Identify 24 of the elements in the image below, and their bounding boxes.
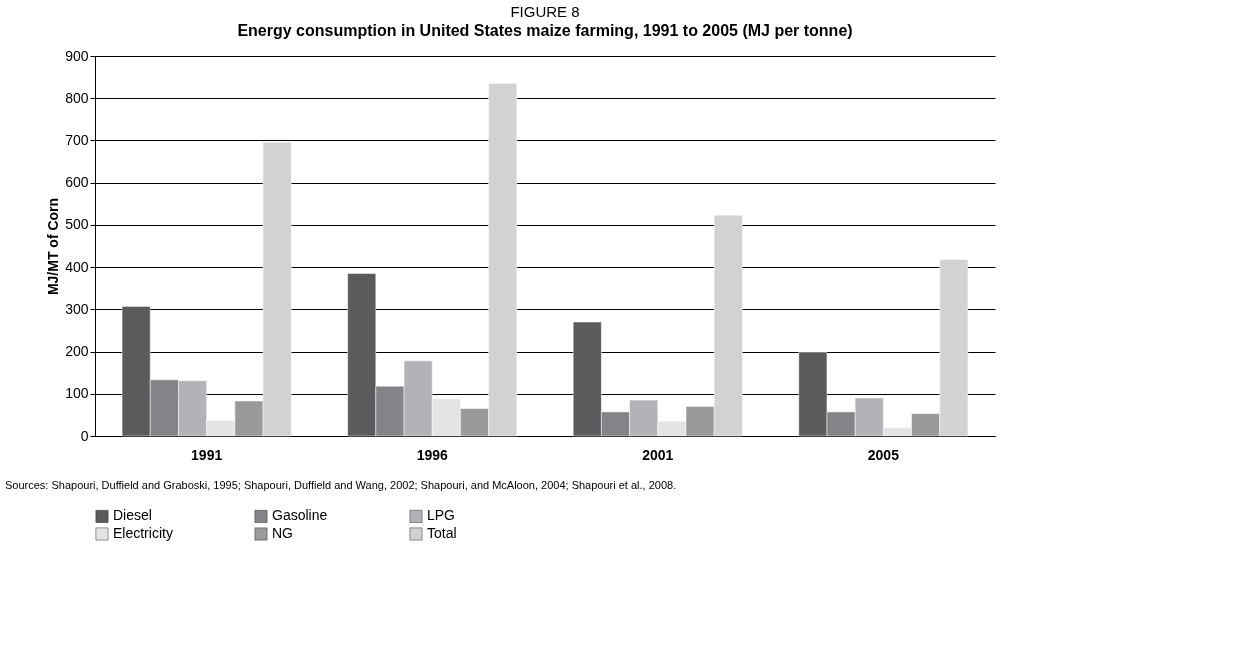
y-tick-label: 200 [65, 343, 89, 360]
y-tick-label: 400 [65, 258, 89, 275]
y-tick-label: 0 [80, 427, 89, 444]
chart-title: FIGURE 8 [510, 3, 580, 20]
y-axis-title: MJ/MT of Corn [45, 197, 62, 296]
x-tick-label: 1991 [191, 446, 223, 463]
x-tick-label: 1996 [416, 446, 448, 463]
y-tick-label: 100 [65, 385, 89, 402]
legend-label: Diesel [113, 507, 152, 524]
legend-label: Gasoline [272, 507, 328, 524]
y-tick-label: 900 [65, 47, 89, 64]
legend-label: Electricity [113, 525, 173, 541]
chart-subtitle: Energy consumption in United States maize farming, 1991 to 2005 (MJ per tonne) [237, 22, 853, 39]
x-tick-label: 2005 [867, 446, 900, 463]
x-tick-label: 2001 [642, 446, 674, 463]
y-tick-label: 500 [65, 216, 89, 233]
y-tick-label: 600 [65, 174, 89, 191]
legend-label: Total [427, 525, 457, 541]
legend-label: NG [272, 525, 293, 541]
y-tick-label: 700 [65, 131, 89, 148]
source-note: Sources: Shapouri, Duffield and Graboski, 1995; Shapouri, Duffield and Wang, 2002; Shapouri, and McAloon, 2004; Shapouri et al., 2008. [5, 479, 677, 491]
y-tick-label: 300 [65, 300, 89, 317]
y-tick-label: 800 [65, 89, 89, 106]
legend-label: LPG [427, 507, 456, 524]
